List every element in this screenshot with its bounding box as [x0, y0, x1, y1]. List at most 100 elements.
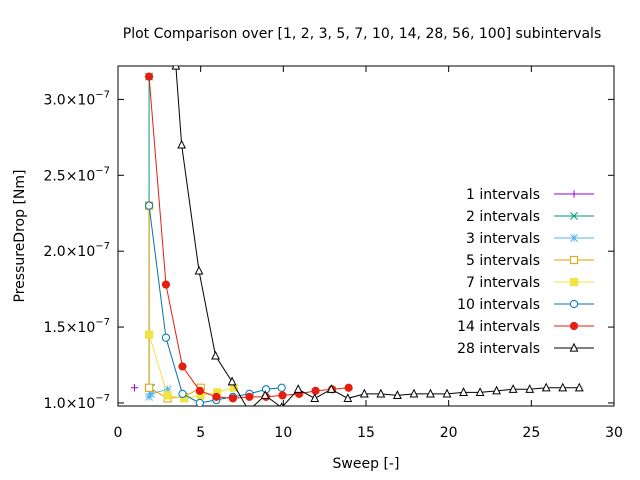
series-line: [148, 205, 282, 404]
y-tick-label: 3.0×10−7: [43, 89, 110, 108]
legend-item: 10 intervals: [457, 297, 594, 313]
data-point: [277, 383, 286, 392]
legend-label: 5 intervals: [466, 253, 540, 269]
data-point: [409, 388, 419, 398]
legend-item: 1 intervals: [466, 187, 594, 203]
data-point: [161, 280, 171, 289]
data-point: [344, 383, 353, 392]
data-point: [279, 402, 284, 406]
series-5: [144, 330, 238, 403]
series-6: [144, 201, 286, 406]
data-point: [228, 394, 238, 403]
data-point: [541, 382, 551, 392]
data-point: [161, 333, 171, 342]
data-point: [147, 389, 156, 398]
series-line: [148, 205, 168, 399]
data-point: [144, 201, 154, 210]
legend-marker: [569, 299, 579, 309]
data-point: [260, 390, 270, 399]
data-point: [171, 66, 181, 70]
y-tick-label: 1.5×10−7: [43, 317, 110, 336]
legend-marker: [569, 255, 579, 265]
x-tick-label: 25: [522, 425, 540, 441]
data-point: [178, 389, 187, 398]
data-point: [195, 398, 204, 406]
data-point: [278, 391, 287, 400]
data-point: [393, 390, 402, 399]
data-point: [574, 382, 584, 392]
y-axis-label: PressureDrop [Nm]: [12, 170, 28, 303]
legend-marker: [570, 212, 578, 220]
data-point: [194, 265, 204, 275]
data-point: [343, 393, 353, 403]
series-1: [130, 384, 139, 392]
legend-label: 28 intervals: [457, 341, 540, 357]
x-tick-label: 5: [196, 425, 205, 441]
data-point: [310, 393, 320, 403]
series-4: [144, 201, 205, 403]
data-point: [326, 384, 336, 393]
legend-item: 5 intervals: [466, 253, 594, 269]
series-line: [175, 66, 580, 406]
x-tick-label: 0: [114, 425, 123, 441]
legend-item: 7 intervals: [466, 275, 594, 291]
x-axis: 0 5 10 15 20 25 30: [114, 66, 623, 441]
x-tick-label: 30: [605, 425, 623, 441]
x-tick-label: 20: [440, 425, 458, 441]
legend-label: 7 intervals: [466, 275, 540, 291]
legend-label: 1 intervals: [466, 187, 540, 203]
data-point: [245, 392, 254, 401]
series-layer: [130, 66, 584, 406]
legend-marker: [569, 321, 579, 331]
legend: 1 intervals 2 intervals 3 intervals 5 inter…: [457, 187, 594, 357]
data-point: [195, 386, 204, 395]
data-point: [145, 392, 154, 401]
data-point: [178, 362, 187, 371]
data-point: [442, 388, 452, 398]
legend-label: 14 intervals: [457, 319, 540, 335]
data-point: [359, 388, 369, 398]
data-point: [177, 139, 187, 149]
data-point: [163, 391, 172, 400]
y-tick-label: 2.0×10−7: [43, 241, 110, 260]
data-point: [558, 382, 568, 392]
series-7: [144, 72, 353, 403]
series-8: [171, 66, 584, 406]
data-point: [293, 384, 303, 393]
legend-marker: [570, 190, 578, 198]
data-point: [492, 385, 502, 395]
legend-marker: [569, 342, 579, 352]
data-point: [508, 384, 518, 393]
legend-marker: [569, 277, 579, 287]
data-point: [144, 72, 154, 81]
data-point: [227, 376, 237, 386]
legend-label: 10 intervals: [457, 297, 540, 313]
series-2: [145, 72, 156, 392]
data-point: [211, 350, 220, 360]
series-line: [148, 76, 349, 399]
data-point: [144, 383, 154, 392]
legend-item: 14 intervals: [457, 319, 594, 335]
legend-label: 3 intervals: [466, 231, 540, 247]
data-point: [459, 387, 468, 396]
data-point: [475, 387, 485, 396]
data-point: [311, 386, 320, 395]
data-point: [248, 405, 249, 406]
chart-title: Plot Comparison over [1, 2, 3, 5, 7, 10,…: [123, 26, 602, 42]
legend-item: 28 intervals: [457, 341, 594, 357]
y-tick-label: 1.0×10−7: [43, 393, 110, 412]
data-point: [144, 330, 154, 339]
data-point: [525, 384, 535, 393]
x-tick-label: 15: [357, 425, 375, 441]
data-point: [163, 385, 172, 394]
y-axis: 1.0×10−7 1.5×10−7 2.0×10−7 2.5×10−7 3.0×10−7: [43, 89, 614, 412]
x-axis-label: Sweep [-]: [333, 456, 400, 472]
data-point: [130, 384, 139, 392]
data-point: [426, 388, 435, 398]
data-point: [212, 392, 221, 401]
legend-item: 2 intervals: [466, 209, 594, 225]
y-tick-label: 2.5×10−7: [43, 165, 110, 184]
legend-item: 3 intervals: [466, 231, 594, 247]
x-tick-label: 10: [274, 425, 292, 441]
